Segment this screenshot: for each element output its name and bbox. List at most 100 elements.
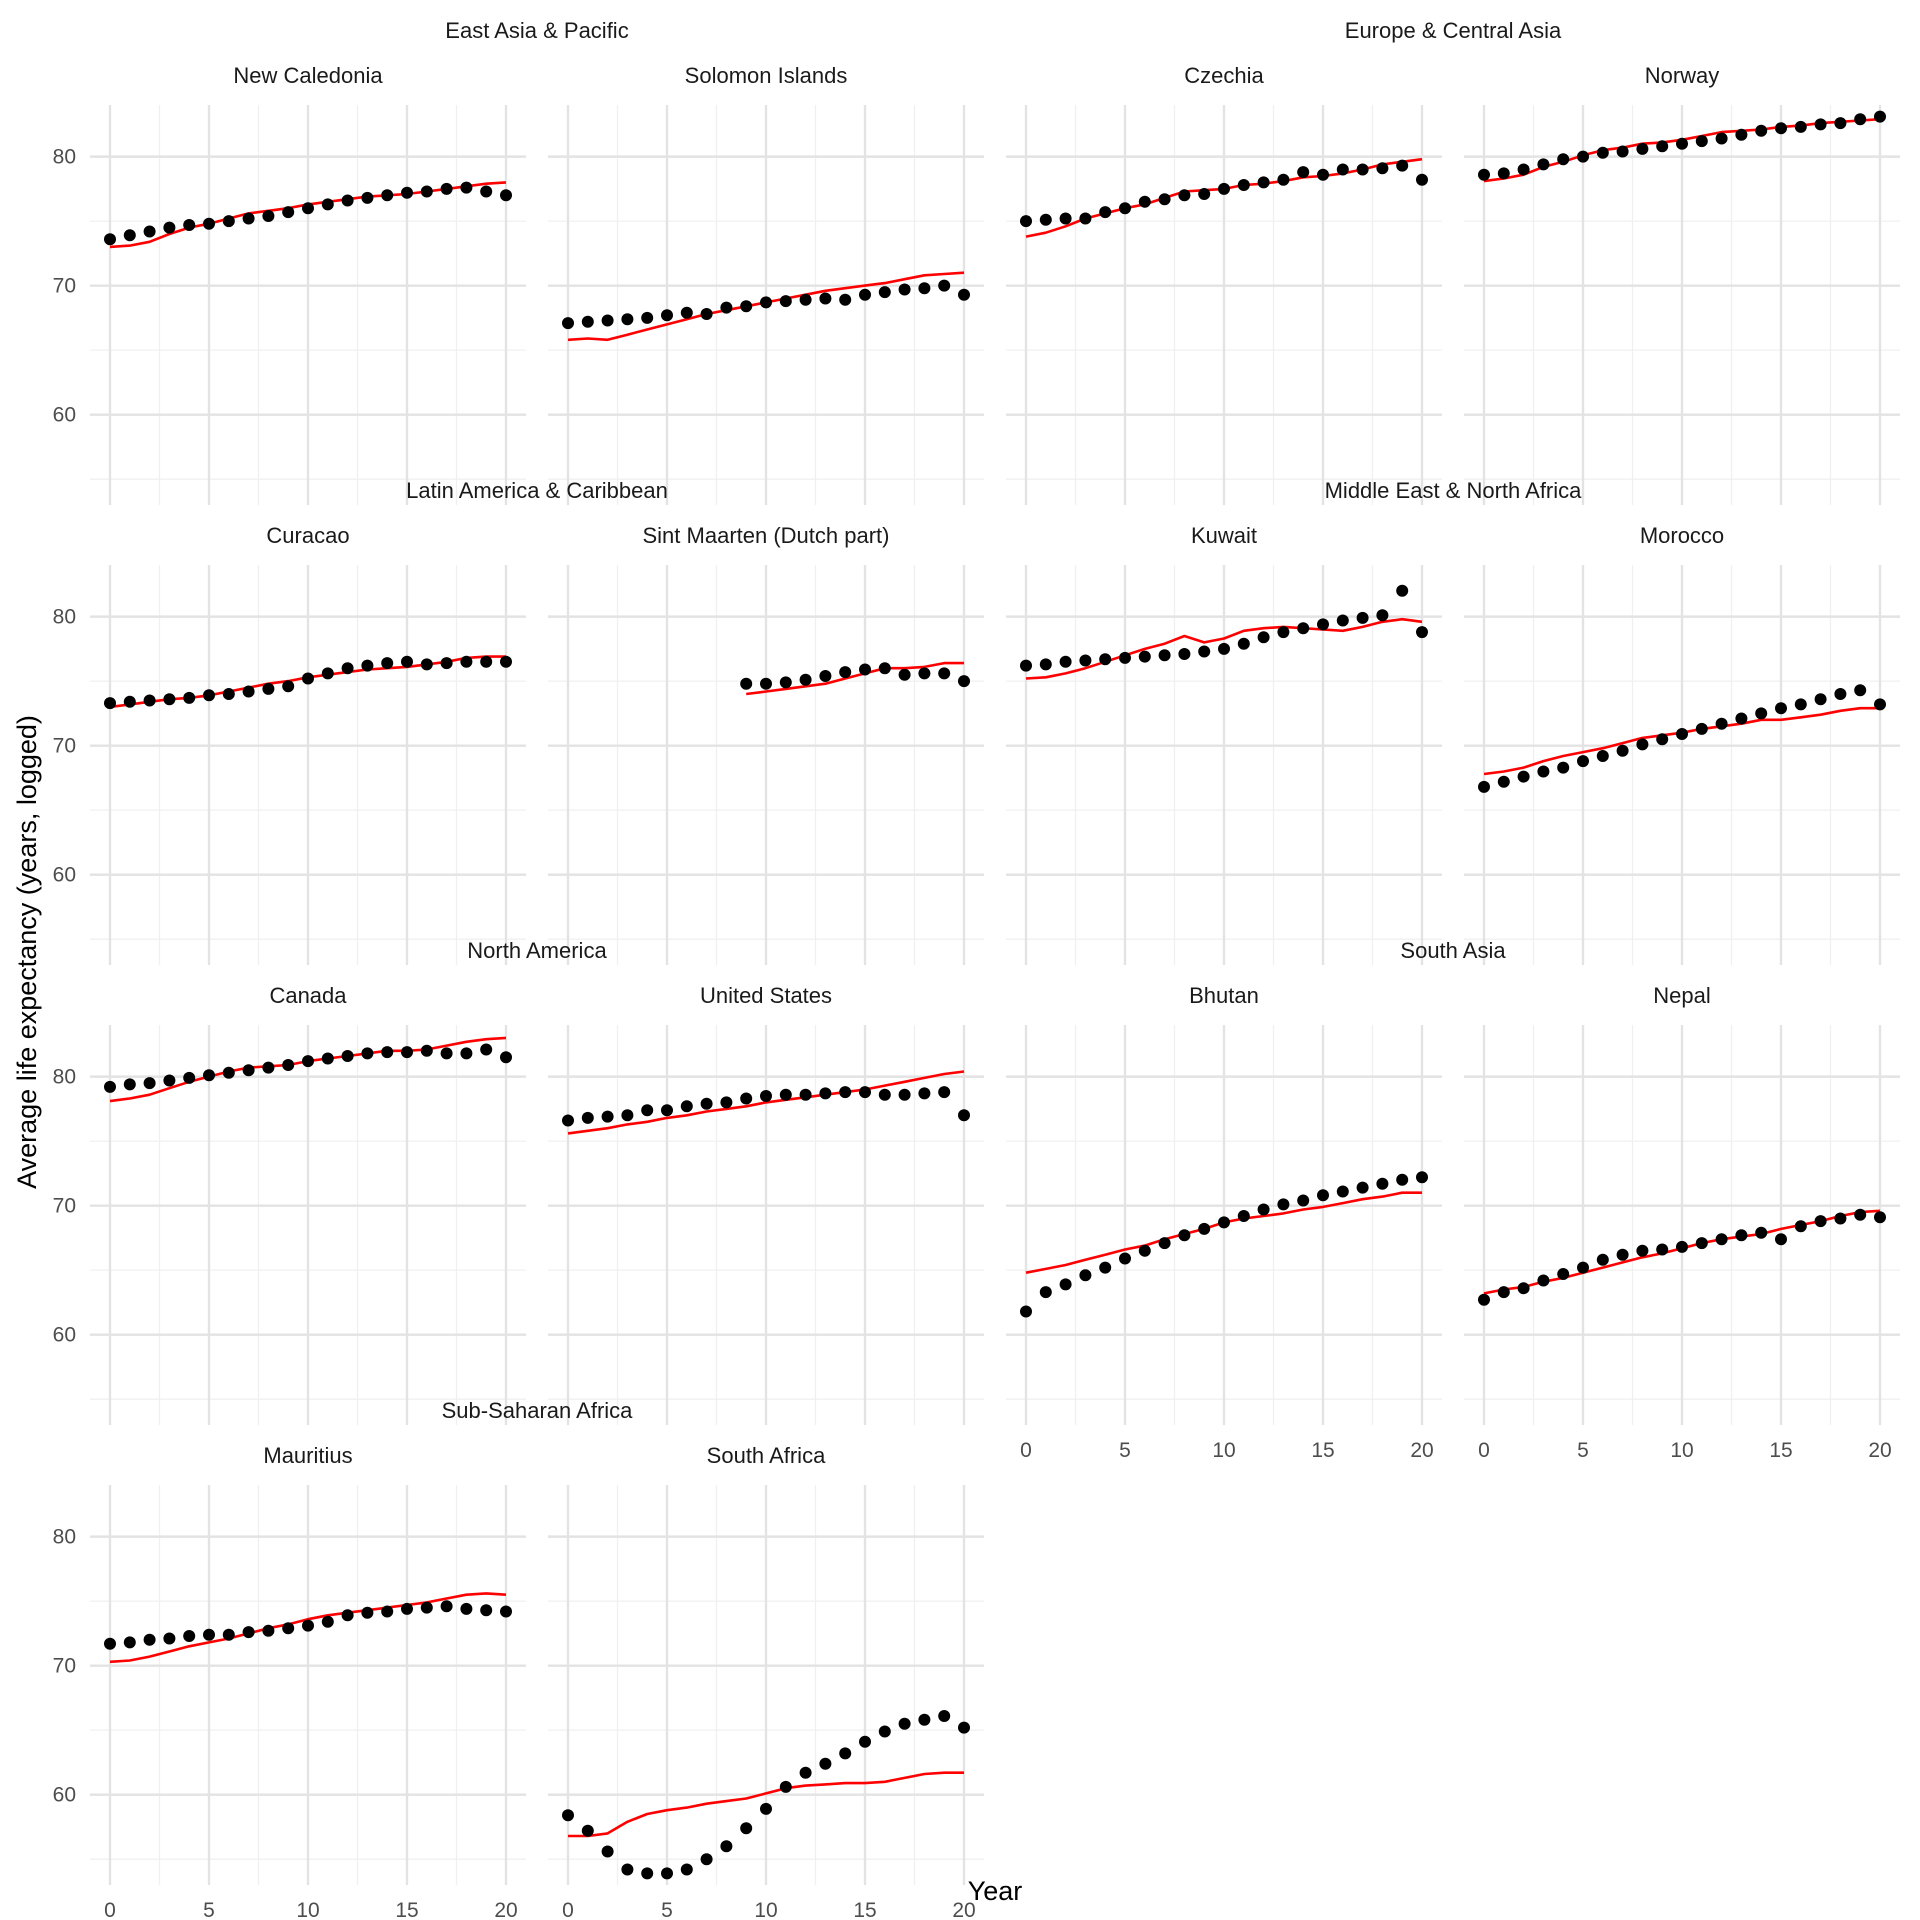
panels-layer: East Asia & Pacific New Caledonia 60 70 80 So…: [53, 18, 1900, 1920]
data-point: [420, 185, 433, 198]
data-point: [938, 667, 951, 680]
y-tick-label: 80: [53, 1526, 76, 1549]
data-point: [262, 210, 275, 222]
data-point: [1218, 182, 1230, 195]
data-point: [163, 1074, 176, 1087]
data-point: [1755, 1226, 1768, 1239]
data-point: [859, 663, 871, 676]
data-point: [401, 186, 413, 199]
data-point: [143, 225, 156, 238]
data-point: [321, 667, 334, 680]
data-point: [621, 1863, 634, 1876]
data-point: [1317, 618, 1329, 631]
data-point: [420, 1601, 433, 1614]
facet-panel: Bhutan 0 5 10 15 20: [1006, 983, 1442, 1462]
data-point: [1218, 642, 1230, 655]
data-point: [1537, 1274, 1550, 1287]
data-point: [958, 1109, 970, 1122]
data-point: [1715, 132, 1728, 145]
data-point: [1517, 163, 1530, 176]
data-point: [262, 1061, 275, 1074]
data-point: [440, 182, 453, 195]
data-point: [700, 308, 713, 320]
data-point: [222, 215, 235, 228]
facet-panel: Morocco: [1464, 523, 1900, 965]
data-point: [819, 1757, 832, 1770]
data-point: [760, 296, 772, 309]
data-point: [341, 194, 354, 207]
data-point: [1616, 1248, 1629, 1261]
data-point: [381, 1046, 394, 1059]
data-point: [143, 694, 156, 707]
data-point: [1079, 212, 1092, 225]
data-point: [700, 1853, 713, 1866]
data-point: [938, 279, 951, 292]
data-point: [1596, 1253, 1609, 1266]
y-tick-label: 60: [53, 1784, 76, 1807]
data-point: [1198, 188, 1211, 200]
region-title: Europe & Central Asia: [1345, 18, 1562, 43]
facet-panel: Canada 60 70 80: [53, 983, 526, 1425]
data-point: [700, 1097, 713, 1110]
data-point: [183, 1071, 196, 1084]
data-point: [1059, 212, 1072, 225]
data-point: [262, 1624, 275, 1637]
data-point: [1775, 1233, 1787, 1246]
data-point: [1158, 193, 1171, 206]
data-point: [104, 1080, 116, 1093]
data-point: [799, 673, 812, 686]
data-point: [1416, 1171, 1428, 1184]
data-point: [104, 697, 116, 710]
data-point: [104, 1637, 116, 1650]
panel-title: Curacao: [266, 523, 349, 548]
data-point: [1119, 651, 1131, 664]
data-point: [1297, 622, 1310, 635]
data-point: [1376, 609, 1389, 622]
data-point: [958, 1721, 970, 1734]
data-point: [1537, 158, 1550, 171]
data-point: [302, 1055, 314, 1068]
fit-line: [567, 1070, 965, 1135]
facet-panel: Mauritius 60 70 80 0 5 10 15 20: [53, 1443, 526, 1920]
data-point: [1695, 135, 1708, 148]
data-point: [581, 1111, 594, 1124]
data-point: [1277, 1198, 1290, 1211]
data-point: [500, 1051, 512, 1064]
data-point: [898, 283, 911, 296]
data-point: [562, 1809, 574, 1822]
data-point: [480, 1604, 493, 1617]
data-point: [460, 181, 473, 194]
data-point: [601, 314, 614, 327]
data-point: [1616, 744, 1629, 757]
data-point: [581, 1824, 594, 1837]
data-point: [104, 233, 116, 246]
data-point: [361, 1047, 374, 1060]
data-point: [1079, 1269, 1092, 1282]
data-point: [859, 1086, 871, 1099]
data-point: [1636, 1244, 1649, 1257]
panel-title: Kuwait: [1191, 523, 1257, 548]
panel-title: New Caledonia: [233, 63, 383, 88]
facet-panel: United States: [548, 983, 984, 1425]
data-point: [1277, 626, 1290, 639]
data-point: [1297, 166, 1310, 179]
data-point: [1119, 1252, 1131, 1265]
facet-panel: Sint Maarten (Dutch part): [548, 523, 984, 965]
data-point: [1616, 145, 1629, 158]
data-point: [1478, 168, 1490, 181]
data-point: [1497, 167, 1510, 180]
x-tick-label: 15: [853, 1899, 876, 1920]
data-point: [460, 655, 473, 668]
data-point: [1356, 163, 1369, 176]
data-point: [779, 1780, 792, 1793]
x-tick-label: 5: [1577, 1439, 1589, 1462]
x-tick-label: 0: [562, 1899, 574, 1920]
panel-title: Mauritius: [263, 1443, 352, 1468]
data-point: [1039, 1286, 1052, 1299]
data-point: [361, 1606, 374, 1619]
data-point: [680, 306, 693, 319]
data-point: [839, 293, 852, 306]
data-point: [1158, 1237, 1171, 1250]
data-point: [1537, 765, 1550, 778]
